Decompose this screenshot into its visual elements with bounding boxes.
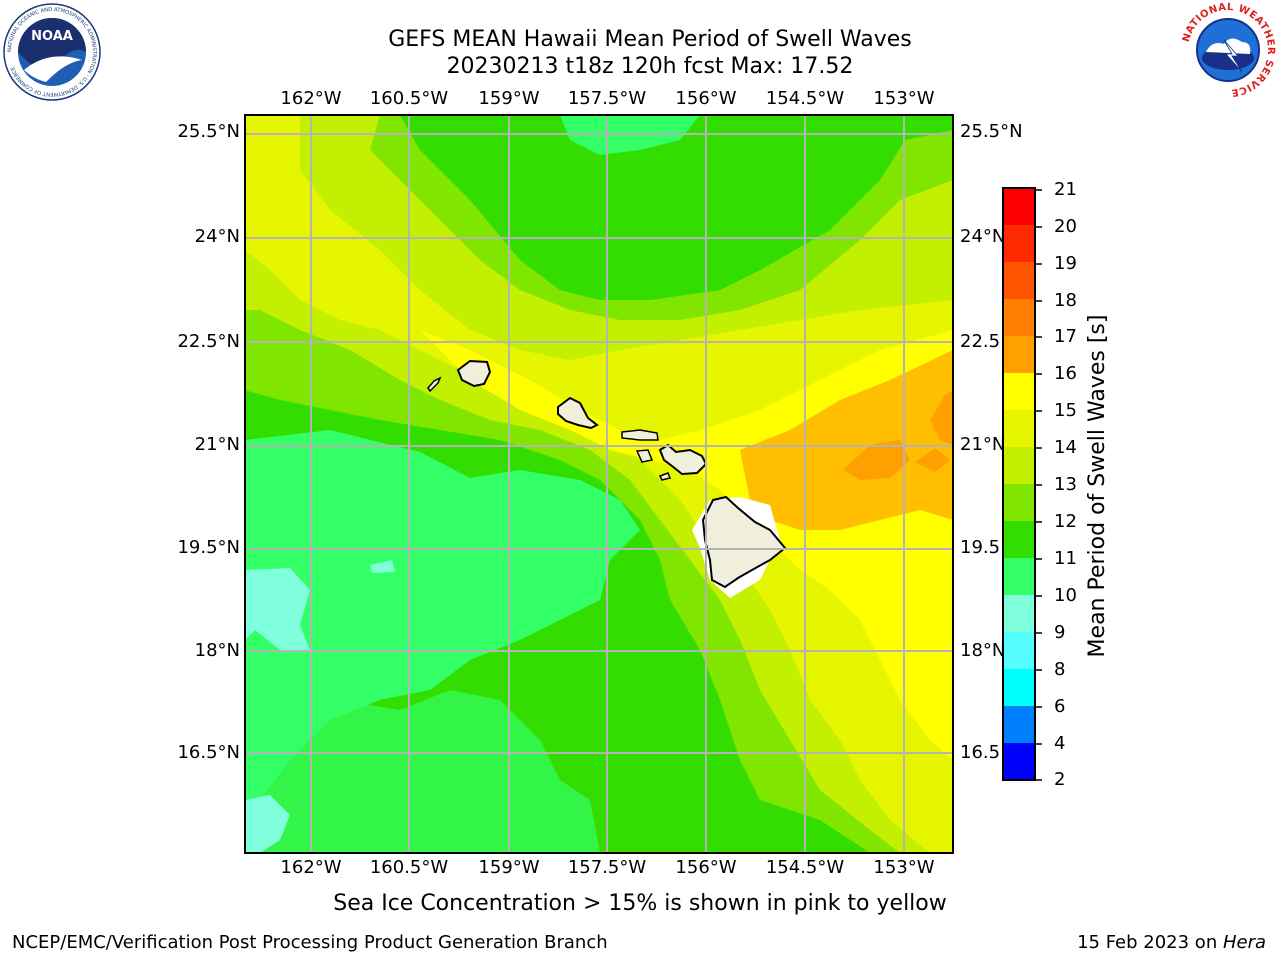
lat-label-right: 16.5 bbox=[960, 742, 1001, 763]
lon-label-bottom: 160.5°W bbox=[369, 857, 449, 878]
colorbar-tick-label: 14 bbox=[1054, 437, 1077, 458]
graticule bbox=[245, 115, 953, 853]
island-kahoolawe bbox=[658, 472, 672, 481]
lat-label-left: 24°N bbox=[194, 226, 240, 247]
noaa-logo: NATIONAL OCEANIC AND ATMOSPHERIC ADMINIS… bbox=[3, 3, 101, 101]
lon-label-bottom: 154.5°W bbox=[765, 857, 845, 878]
cb-seg-11 bbox=[1003, 521, 1035, 558]
lat-label-right: 24°N bbox=[960, 226, 1006, 247]
contour-fill-10 bbox=[245, 430, 640, 853]
cb-seg-8 bbox=[1003, 632, 1035, 669]
nws-logo: NATIONAL WEATHER SERVICE bbox=[1180, 2, 1276, 98]
cb-seg-15 bbox=[1003, 373, 1035, 410]
cb-seg-21 bbox=[1003, 188, 1035, 225]
lon-label-top: 159°W bbox=[478, 88, 540, 109]
cb-seg-18 bbox=[1003, 299, 1035, 336]
colorbar-tick-label: 21 bbox=[1054, 179, 1077, 200]
lon-label-top: 160.5°W bbox=[369, 88, 449, 109]
colorbar-tick-label: 16 bbox=[1054, 363, 1077, 384]
cb-seg-20 bbox=[1003, 225, 1035, 262]
colorbar-tick-label: 17 bbox=[1054, 326, 1077, 347]
lat-label-left: 19.5°N bbox=[177, 537, 240, 558]
colorbar-tick-label: 19 bbox=[1054, 253, 1077, 274]
lon-label-bottom: 162°W bbox=[280, 857, 342, 878]
lat-label-left: 21°N bbox=[194, 434, 240, 455]
colorbar bbox=[1002, 187, 1042, 781]
map-frame bbox=[244, 114, 954, 854]
lat-label-right: 18°N bbox=[960, 640, 1006, 661]
contour-fill-14 bbox=[245, 115, 953, 853]
lon-label-top: 162°W bbox=[280, 88, 342, 109]
swell-period-field bbox=[245, 115, 953, 853]
lon-label-bottom: 153°W bbox=[873, 857, 935, 878]
lat-label-left: 18°N bbox=[194, 640, 240, 661]
lon-label-bottom: 157.5°W bbox=[567, 857, 647, 878]
colorbar-tick-label: 2 bbox=[1054, 769, 1066, 790]
contour-fill-9 bbox=[245, 795, 290, 853]
contour-fill-11 bbox=[400, 115, 953, 300]
colorbar-tick-label: 10 bbox=[1054, 585, 1077, 606]
lon-label-top: 153°W bbox=[873, 88, 935, 109]
colorbar-tick-label: 12 bbox=[1054, 511, 1077, 532]
colorbar-tick-label: 13 bbox=[1054, 474, 1077, 495]
lon-label-top: 154.5°W bbox=[765, 88, 845, 109]
contour-fill-16 bbox=[740, 350, 953, 530]
colorbar-title: Mean Period of Swell Waves [s] bbox=[1085, 314, 1110, 658]
lon-label-top: 157.5°W bbox=[567, 88, 647, 109]
chart-title: GEFS MEAN Hawaii Mean Period of Swell Wa… bbox=[388, 27, 912, 52]
lon-label-bottom: 159°W bbox=[478, 857, 540, 878]
footer-branch: NCEP/EMC/Verification Post Processing Pr… bbox=[12, 932, 608, 953]
colorbar-tick-label: 18 bbox=[1054, 290, 1077, 311]
colorbar-frame bbox=[1002, 187, 1036, 781]
footer-date-text: 15 Feb 2023 on bbox=[1077, 932, 1223, 953]
island-kauai bbox=[456, 359, 492, 388]
cb-seg-14 bbox=[1003, 410, 1035, 447]
contour-fill-17 bbox=[930, 390, 953, 445]
island-niihau bbox=[427, 376, 442, 393]
colorbar-tick-label: 11 bbox=[1054, 548, 1077, 569]
contour-fill-9 bbox=[370, 560, 395, 573]
lon-label-top: 156°W bbox=[675, 88, 737, 109]
cb-seg-7 bbox=[1003, 669, 1035, 706]
cb-seg-13 bbox=[1003, 447, 1035, 484]
contour-fill-9 bbox=[245, 568, 310, 650]
contour-fill-17 bbox=[915, 448, 950, 472]
colorbar-tick-label: 20 bbox=[1054, 216, 1077, 237]
cb-seg-12 bbox=[1003, 484, 1035, 521]
contour-fill-10 bbox=[245, 600, 600, 853]
sea-ice-caption: Sea Ice Concentration > 15% is shown in … bbox=[333, 891, 947, 916]
colorbar-tick-label: 9 bbox=[1054, 622, 1066, 643]
lat-label-left: 16.5°N bbox=[177, 742, 240, 763]
colorbar-tick-label: 8 bbox=[1054, 659, 1066, 680]
lat-label-left: 25.5°N bbox=[177, 121, 240, 142]
island-lanai bbox=[635, 449, 654, 463]
lat-label-left: 22.5°N bbox=[177, 331, 240, 352]
island-molokai bbox=[621, 429, 659, 441]
colorbar-tick-label: 6 bbox=[1054, 696, 1066, 717]
cb-seg-4 bbox=[1003, 743, 1035, 780]
contour-fill-17 bbox=[843, 440, 910, 480]
noaa-text: NOAA bbox=[31, 29, 73, 44]
colorbar-tick-label: 15 bbox=[1054, 400, 1077, 421]
lat-label-right: 19.5 bbox=[960, 537, 1001, 558]
cb-seg-9 bbox=[1003, 595, 1035, 632]
lat-label-right: 25.5°N bbox=[960, 121, 1023, 142]
lat-label-right: 21°N bbox=[960, 434, 1006, 455]
footer-machine: Hera bbox=[1222, 932, 1266, 953]
cb-seg-6 bbox=[1003, 706, 1035, 743]
lon-label-bottom: 156°W bbox=[675, 857, 737, 878]
island-oahu bbox=[557, 396, 599, 430]
cb-seg-10 bbox=[1003, 558, 1035, 595]
cb-seg-19 bbox=[1003, 262, 1035, 299]
colorbar-tick-label: 4 bbox=[1054, 733, 1066, 754]
footer-date: 15 Feb 2023 on Hera bbox=[1077, 932, 1266, 953]
chart-subtitle: 20230213 t18z 120h fcst Max: 17.52 bbox=[446, 54, 854, 79]
lat-label-right: 22.5 bbox=[960, 331, 1001, 352]
cb-seg-17 bbox=[1003, 336, 1035, 373]
